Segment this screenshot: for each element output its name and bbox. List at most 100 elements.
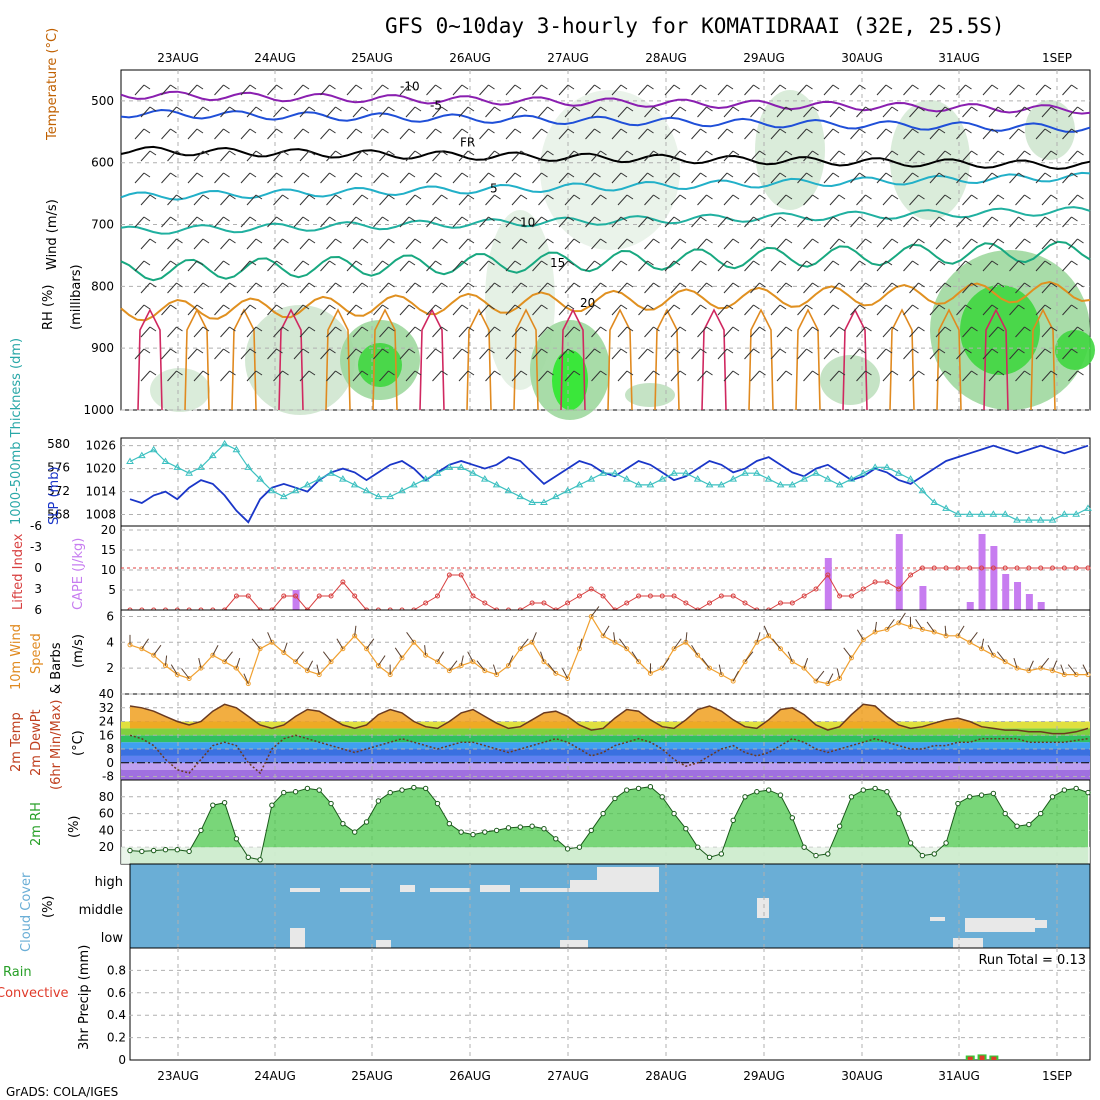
wind-barb-shaft [214,128,224,140]
wind-barb-shaft [591,194,601,206]
wind-barb-shaft [1068,106,1078,118]
lifted-index-marker [1050,565,1056,571]
wind-barb-flag [1024,326,1031,332]
rh-marker [529,823,535,829]
wind-barb-flag [812,150,819,156]
thickness-marker [847,475,856,482]
wind-barb-flag [408,260,416,266]
wind-grid [121,610,1090,694]
wind-barb-shaft [352,370,363,382]
wind-barb-shaft [982,172,993,184]
wind-barb-flag [1018,260,1025,266]
wind-barb-flag [1044,304,1052,310]
wind-barb-shaft [1015,326,1025,338]
wind-barb-flag [382,260,389,266]
wind-barb-shaft [161,304,171,316]
wind-barb-flag [329,216,336,222]
temperature-band [121,769,1090,780]
wind-barb-shaft [558,84,569,96]
wind-barb-shaft [929,128,940,140]
wind-speed-marker [1085,672,1091,678]
wind-barb-shaft [723,150,734,162]
wind-barb-shaft [935,106,946,118]
wind-speed-marker [636,659,642,665]
wind-barb-shaft [585,84,595,96]
lifted-index-marker [1085,565,1091,571]
wind-barb-flag [441,238,448,244]
surface-wind-barb [153,644,162,656]
wind-barb-flag [673,128,681,134]
wind-barb-shaft [452,304,463,316]
wind-barb-flag [865,370,872,376]
pressure-grid [121,438,1090,526]
wind-barb-flag [547,370,554,376]
wind-barb-shaft [511,326,522,338]
wind-barb-flag [308,106,316,112]
wind-barb-shaft [1041,326,1052,338]
wind-barb-flag [1071,84,1078,90]
wind-barb-shaft [346,260,357,272]
wind-barb-flag [759,150,766,156]
wind-barb-shaft [399,260,410,272]
surface-wind-barb [322,651,332,662]
lifted-index-marker [848,593,854,599]
wind-barb-shaft [664,172,675,184]
y-tick-label: 16 [99,728,114,742]
thickness-marker [197,463,205,470]
wind-barb-shaft [797,84,807,96]
wind-speed-marker [588,613,594,619]
warm-contour-loop [513,308,539,411]
wind-barb-shaft [140,238,151,250]
wind-barb-flag [408,128,416,134]
wind-barb-shaft [1041,106,1052,118]
wind-barb-shaft [1035,172,1046,184]
wind-barb-shaft [982,260,993,272]
ylabel-lifted-index: Lifted Index [11,533,26,610]
wind-barb-shaft [929,84,940,96]
wind-barb-flag [382,84,389,90]
date-label: 27AUG [547,1069,589,1083]
y-tick-label: 20 [99,840,114,854]
rh-marker [742,794,748,800]
warm-contour-loop [889,308,915,411]
temperature-bands [121,721,1090,780]
wind-barb-shaft [140,150,151,162]
wind-barb-shaft [505,84,516,96]
date-label: 29AUG [743,1069,785,1083]
wind-barb-flag [991,216,999,222]
lifted-index-marker [624,600,630,606]
wind-barb-shaft [776,326,787,338]
wind-barb-shaft [220,370,230,382]
rh-marker [340,820,346,827]
wind-barb-flag [1071,260,1078,266]
wind-barb-shaft [320,84,330,96]
wind-barb-flag [514,216,522,222]
wind-barb-flag [282,194,289,200]
wind-barb-flag [573,326,581,332]
wind-barb-flag [467,194,475,200]
wind-barb-flag [223,260,230,266]
wind-barb-shaft [617,106,628,118]
wind-barb-flag [971,326,978,332]
lifted-index-marker [435,593,441,599]
wind-barb-shaft [829,238,840,250]
wind-barb-shaft [982,84,993,96]
rh-marker [482,829,488,835]
surface-wind-barb [448,660,458,672]
wind-barb-flag [229,106,236,112]
wind-barb-shaft [750,238,760,250]
wind-barb-shaft [352,150,363,162]
thickness-marker [551,492,560,500]
wind-barb-shaft [187,216,198,228]
wind-barb-shaft [479,128,489,140]
wind-barb-flag [912,304,919,310]
wind-barb-flag [302,84,310,90]
wind-barb-shaft [352,194,363,206]
wind-barb-shaft [379,370,389,382]
surface-wind-barb [336,638,344,650]
temp-contour-label: FR [460,135,475,149]
wind-barb-shaft [1009,216,1019,228]
temp-contour-line [120,108,1091,133]
wind-barb-shaft [638,260,648,272]
